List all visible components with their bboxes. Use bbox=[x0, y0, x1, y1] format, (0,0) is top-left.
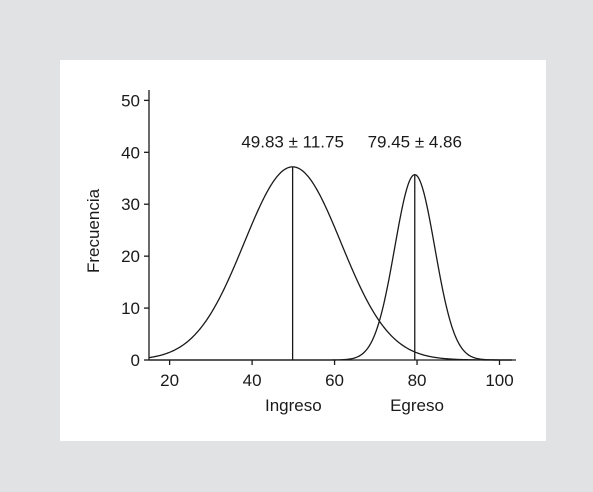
x-tick-label: 80 bbox=[408, 371, 427, 390]
y-tick-label: 10 bbox=[121, 299, 140, 318]
series-curve-2 bbox=[149, 173, 512, 361]
series-curve-1 bbox=[148, 166, 512, 361]
x-tick-label: 60 bbox=[325, 371, 344, 390]
y-axis-label: Frecuencia bbox=[84, 188, 103, 273]
y-tick-label: 40 bbox=[121, 143, 140, 162]
x-category-label: Ingreso bbox=[265, 396, 322, 415]
annotation-1: 49.83 ± 11.75 bbox=[241, 132, 344, 151]
distribution-chart: 49.83 ± 11.75 79.45 ± 4.86 0 10 20 30 40 50 20 4… bbox=[84, 90, 516, 415]
y-tick-label: 20 bbox=[121, 247, 140, 266]
y-tick-label: 0 bbox=[131, 351, 140, 370]
x-tick-label: 20 bbox=[160, 371, 179, 390]
y-tick-label: 30 bbox=[121, 195, 140, 214]
x-tick-label: 40 bbox=[243, 371, 262, 390]
chart-panel: 49.83 ± 11.75 79.45 ± 4.86 0 10 20 30 40 50 20 4… bbox=[60, 60, 546, 441]
x-category-label: Egreso bbox=[390, 396, 444, 415]
annotation-2: 79.45 ± 4.86 bbox=[368, 132, 462, 151]
x-tick-label: 100 bbox=[485, 371, 513, 390]
y-tick-label: 50 bbox=[121, 91, 140, 110]
